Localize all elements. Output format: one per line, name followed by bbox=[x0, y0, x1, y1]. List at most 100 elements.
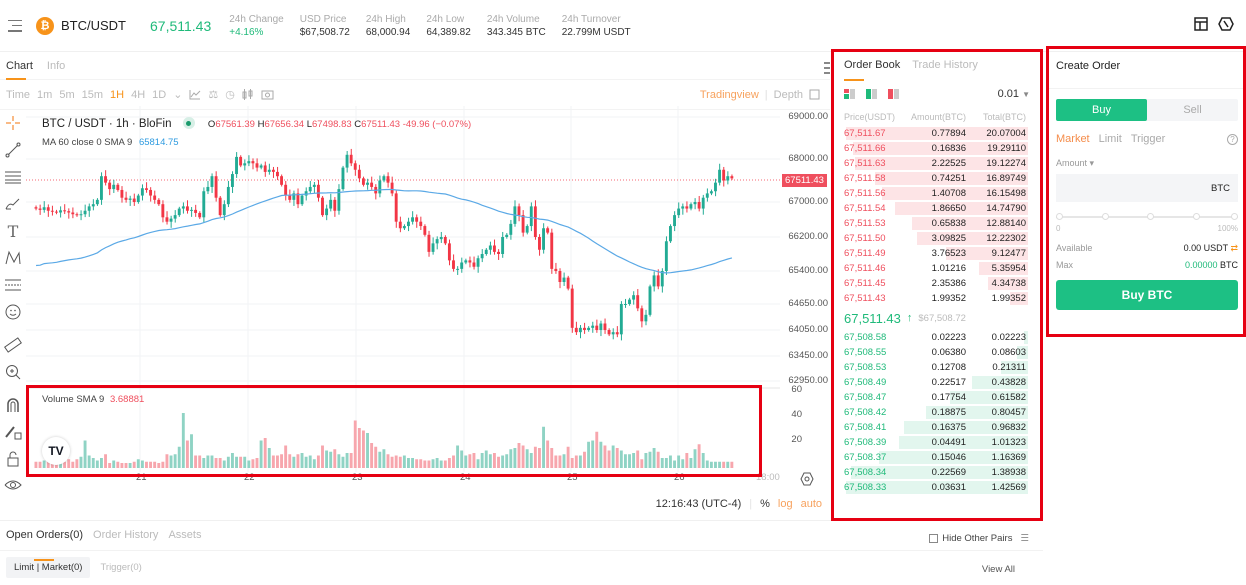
order-book-row[interactable]: 67,511.53 0.65838 12.88140 bbox=[834, 216, 1040, 231]
amount-input[interactable]: BTC bbox=[1056, 174, 1238, 202]
unlock-icon[interactable] bbox=[2, 448, 24, 470]
both-sides-icon[interactable] bbox=[844, 89, 856, 99]
axis-settings-icon[interactable] bbox=[800, 472, 814, 486]
panel-menu-icon[interactable] bbox=[824, 62, 830, 74]
tab-assets[interactable]: Assets bbox=[168, 529, 202, 541]
order-book-row[interactable]: 67,508.33 0.03631 1.42569 bbox=[834, 480, 1040, 495]
order-book-row[interactable]: 67,511.45 2.35386 4.34738 bbox=[834, 276, 1040, 291]
buy-tab[interactable]: Buy bbox=[1056, 99, 1147, 121]
order-book-row[interactable]: 67,511.58 0.74251 16.89749 bbox=[834, 171, 1040, 186]
candle-style-icon[interactable] bbox=[242, 89, 254, 100]
settings-hexagon-icon[interactable] bbox=[1218, 17, 1234, 31]
candlestick-chart[interactable] bbox=[26, 106, 780, 472]
depth-toggle[interactable]: Depth bbox=[773, 88, 803, 101]
ob-amount: 0.22517 bbox=[931, 377, 966, 388]
tab-chart[interactable]: Chart bbox=[6, 59, 33, 80]
clock-icon[interactable]: ◷ bbox=[225, 89, 235, 101]
fib-icon[interactable] bbox=[2, 274, 24, 296]
order-book-row[interactable]: 67,508.37 0.15046 1.16369 bbox=[834, 450, 1040, 465]
order-book-row[interactable]: 67,508.42 0.18875 0.80457 bbox=[834, 405, 1040, 420]
order-book-row[interactable]: 67,511.67 0.77894 20.07004 bbox=[834, 126, 1040, 141]
asks-only-icon[interactable] bbox=[888, 89, 900, 99]
interval-1d[interactable]: 1D bbox=[152, 88, 167, 101]
order-book-row[interactable]: 67,511.66 0.16836 19.29110 bbox=[834, 141, 1040, 156]
time-interval-label[interactable]: Time bbox=[6, 88, 31, 101]
menu-icon[interactable] bbox=[8, 19, 22, 32]
order-type-trigger[interactable]: Trigger bbox=[1130, 133, 1166, 145]
order-type-limit[interactable]: Limit bbox=[1098, 133, 1122, 145]
subtab-trigger[interactable]: Trigger(0) bbox=[100, 562, 142, 573]
interval-1h[interactable]: 1H bbox=[110, 88, 125, 101]
order-book-row[interactable]: 67,508.41 0.16375 0.96832 bbox=[834, 420, 1040, 435]
camera-icon[interactable] bbox=[261, 89, 274, 100]
layout-icon[interactable] bbox=[1194, 17, 1208, 31]
checkbox[interactable] bbox=[929, 534, 939, 543]
order-book-row[interactable]: 67,511.63 2.22525 19.12274 bbox=[834, 156, 1040, 171]
price-axis[interactable]: 69000.00 68000.00 67000.00 66200.00 6540… bbox=[788, 111, 828, 445]
ob-price: 67,508.58 bbox=[844, 332, 887, 343]
bids-only-icon[interactable] bbox=[866, 89, 878, 99]
interval-15m[interactable]: 15m bbox=[81, 88, 104, 101]
view-all-link[interactable]: View All bbox=[981, 564, 1015, 575]
tab-open-orders[interactable]: Open Orders(0) bbox=[6, 529, 83, 561]
ob-total: 12.22302 bbox=[986, 233, 1026, 244]
pair-selector[interactable]: BTC/USDT bbox=[61, 18, 126, 33]
subtab-limit-market[interactable]: Limit | Market(0) bbox=[6, 557, 91, 578]
ruler-icon[interactable] bbox=[2, 334, 24, 356]
order-book-row[interactable]: 67,508.39 0.04491 1.01323 bbox=[834, 435, 1040, 450]
stat-24h-turnover: 24h Turnover 22.799M USDT bbox=[561, 13, 631, 38]
interval-4h[interactable]: 4H bbox=[131, 88, 146, 101]
order-book-row[interactable]: 67,511.46 1.01216 5.35954 bbox=[834, 261, 1040, 276]
pattern-icon[interactable] bbox=[2, 247, 24, 269]
order-book-row[interactable]: 67,511.56 1.40708 16.15498 bbox=[834, 186, 1040, 201]
hide-other-pairs[interactable]: Hide Other Pairs ☰ bbox=[929, 533, 1029, 544]
order-book-row[interactable]: 67,511.49 3.76523 9.12477 bbox=[834, 246, 1040, 261]
magnet-icon[interactable] bbox=[2, 394, 24, 416]
tradingview-toggle[interactable]: Tradingview bbox=[699, 88, 759, 101]
menu-icon[interactable]: ☰ bbox=[1020, 533, 1029, 544]
amount-label[interactable]: Amount ▾ bbox=[1056, 158, 1095, 168]
buy-btc-button[interactable]: Buy BTC bbox=[1056, 280, 1238, 310]
order-book-row[interactable]: 67,508.58 0.02223 0.02223 bbox=[834, 330, 1040, 345]
tab-order-book[interactable]: Order Book bbox=[844, 59, 901, 81]
tab-info[interactable]: Info bbox=[46, 59, 66, 72]
help-icon[interactable]: ? bbox=[1227, 133, 1238, 145]
transfer-icon[interactable]: ⇄ bbox=[1230, 243, 1238, 253]
tab-order-history[interactable]: Order History bbox=[93, 529, 159, 541]
horizontal-lines-icon[interactable] bbox=[2, 166, 24, 188]
order-book-row[interactable]: 67,511.54 1.86650 14.74790 bbox=[834, 201, 1040, 216]
brush-icon[interactable] bbox=[2, 193, 24, 215]
lock-drawing-icon[interactable] bbox=[2, 421, 24, 443]
emoji-icon[interactable] bbox=[2, 301, 24, 323]
time-axis[interactable]: 21 22 23 24 25 26 18:00 bbox=[136, 472, 780, 483]
order-book-row[interactable]: 67,508.55 0.06380 0.08603 bbox=[834, 345, 1040, 360]
fullscreen-icon[interactable] bbox=[809, 89, 820, 100]
indicator-icon[interactable] bbox=[189, 89, 201, 100]
precision-select[interactable]: 0.01 ▼ bbox=[997, 88, 1030, 100]
ob-amount: 3.09825 bbox=[931, 233, 966, 244]
order-book-row[interactable]: 67,511.50 3.09825 12.22302 bbox=[834, 231, 1040, 246]
crosshair-icon[interactable] bbox=[2, 112, 24, 134]
interval-5m[interactable]: 5m bbox=[59, 88, 75, 101]
log-toggle[interactable]: log bbox=[777, 498, 793, 510]
order-book-row[interactable]: 67,511.43 1.99352 1.99352 bbox=[834, 291, 1040, 306]
zoom-in-icon[interactable] bbox=[2, 361, 24, 383]
order-book-row[interactable]: 67,508.34 0.22569 1.38938 bbox=[834, 465, 1040, 480]
amount-slider[interactable] bbox=[1056, 212, 1238, 222]
tradingview-logo[interactable]: TV bbox=[42, 437, 70, 465]
chevron-down-icon[interactable]: ⌄ bbox=[173, 89, 183, 101]
compare-icon[interactable]: ⚖ bbox=[208, 89, 219, 101]
order-book-row[interactable]: 67,508.53 0.12708 0.21311 bbox=[834, 360, 1040, 375]
order-book-row[interactable]: 67,508.49 0.22517 0.43828 bbox=[834, 375, 1040, 390]
auto-toggle[interactable]: auto bbox=[800, 498, 822, 510]
trendline-icon[interactable] bbox=[2, 139, 24, 161]
text-icon[interactable]: T bbox=[7, 221, 19, 241]
eye-icon[interactable] bbox=[2, 475, 24, 497]
order-book-row[interactable]: 67,508.47 0.17754 0.61582 bbox=[834, 390, 1040, 405]
tab-trade-history[interactable]: Trade History bbox=[912, 59, 978, 71]
sell-tab[interactable]: Sell bbox=[1183, 104, 1202, 116]
interval-1m[interactable]: 1m bbox=[37, 88, 53, 101]
ob-total: 0.80457 bbox=[991, 407, 1026, 418]
order-type-market[interactable]: Market bbox=[1056, 133, 1090, 145]
percent-toggle[interactable]: % bbox=[760, 498, 770, 510]
